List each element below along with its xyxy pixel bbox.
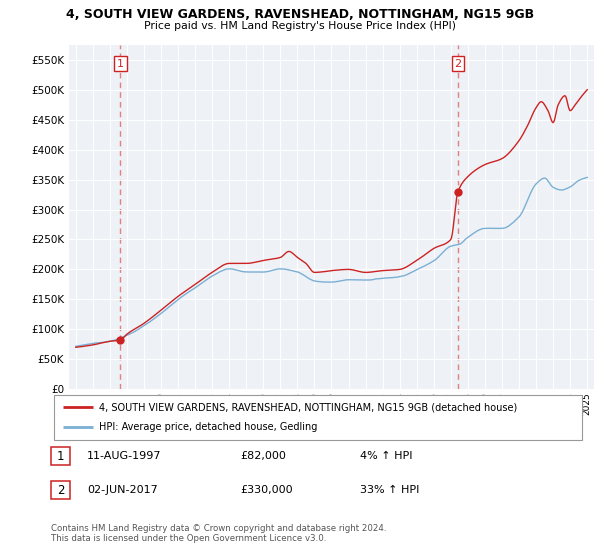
Text: 4, SOUTH VIEW GARDENS, RAVENSHEAD, NOTTINGHAM, NG15 9GB (detached house): 4, SOUTH VIEW GARDENS, RAVENSHEAD, NOTTI…	[99, 402, 517, 412]
Text: Price paid vs. HM Land Registry's House Price Index (HPI): Price paid vs. HM Land Registry's House …	[144, 21, 456, 31]
Text: 4, SOUTH VIEW GARDENS, RAVENSHEAD, NOTTINGHAM, NG15 9GB: 4, SOUTH VIEW GARDENS, RAVENSHEAD, NOTTI…	[66, 8, 534, 21]
Text: 1: 1	[57, 450, 64, 463]
Text: 11-AUG-1997: 11-AUG-1997	[87, 451, 161, 461]
Text: 4% ↑ HPI: 4% ↑ HPI	[360, 451, 413, 461]
Text: 02-JUN-2017: 02-JUN-2017	[87, 485, 158, 495]
Text: Contains HM Land Registry data © Crown copyright and database right 2024.
This d: Contains HM Land Registry data © Crown c…	[51, 524, 386, 543]
Text: £82,000: £82,000	[240, 451, 286, 461]
Text: £330,000: £330,000	[240, 485, 293, 495]
Text: HPI: Average price, detached house, Gedling: HPI: Average price, detached house, Gedl…	[99, 422, 317, 432]
Text: 2: 2	[57, 483, 64, 497]
Text: 1: 1	[117, 59, 124, 68]
Text: 33% ↑ HPI: 33% ↑ HPI	[360, 485, 419, 495]
Text: 2: 2	[454, 59, 461, 68]
